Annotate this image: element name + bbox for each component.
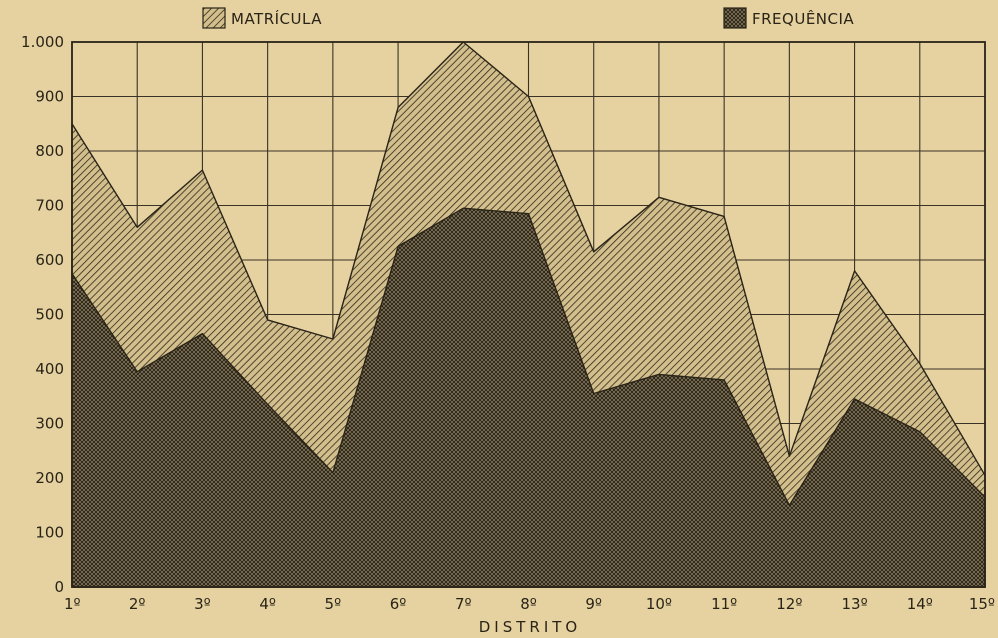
x-axis-ticks: 1º 2º 3º 4º 5º 6º 7º 8º 9º 10º 11º 12º 13º 14º 15º: [64, 595, 995, 613]
x-tick-label: 12º: [776, 595, 802, 613]
legend-swatch-matricula: [202, 7, 226, 29]
x-tick-label: 13º: [841, 595, 867, 613]
plot-frame: [71, 41, 986, 588]
y-axis-ticks: 0 100 200 300 400 500 600 700 800 900 1.000: [21, 33, 64, 596]
x-tick-label: 2º: [129, 595, 146, 613]
y-tick-label: 700: [35, 197, 64, 215]
y-tick-label: 800: [35, 142, 64, 160]
legend: MATRÍCULA FREQUÊNCIA: [202, 7, 854, 29]
x-tick-label: 8º: [520, 595, 537, 613]
y-tick-label: 500: [35, 306, 64, 324]
legend-label-matricula: MATRÍCULA: [231, 9, 322, 28]
x-axis-label: DISTRITO: [479, 618, 581, 636]
y-tick-label: 300: [35, 415, 64, 433]
x-tick-label: 6º: [390, 595, 407, 613]
x-tick-label: 11º: [711, 595, 737, 613]
plot-border: [71, 41, 986, 588]
y-tick-label: 1.000: [21, 33, 64, 51]
y-tick-label: 0: [54, 578, 64, 596]
x-tick-label: 4º: [259, 595, 276, 613]
y-tick-label: 900: [35, 88, 64, 106]
y-tick-label: 200: [35, 469, 64, 487]
x-tick-label: 14º: [907, 595, 933, 613]
x-tick-label: 15º: [969, 595, 995, 613]
areas: [71, 41, 986, 588]
x-tick-label: 1º: [64, 595, 81, 613]
x-tick-label: 3º: [194, 595, 211, 613]
y-tick-label: 100: [35, 524, 64, 542]
x-tick-label: 5º: [325, 595, 342, 613]
x-tick-label: 10º: [646, 595, 672, 613]
x-tick-label: 9º: [585, 595, 602, 613]
y-tick-label: 600: [35, 251, 64, 269]
y-tick-label: 400: [35, 360, 64, 378]
area-frequencia: [71, 207, 986, 588]
legend-label-frequencia: FREQUÊNCIA: [752, 9, 854, 28]
legend-swatch-frequencia: [723, 7, 747, 29]
x-tick-label: 7º: [455, 595, 472, 613]
